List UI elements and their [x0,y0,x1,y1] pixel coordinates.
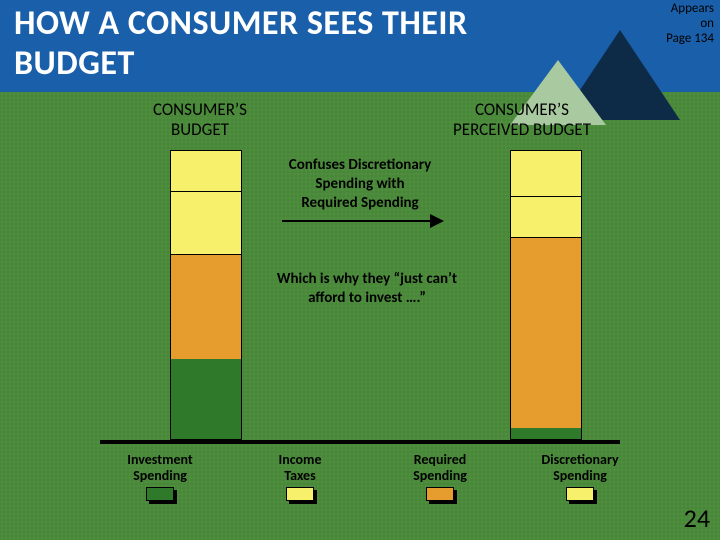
legend-item-required: RequiredSpending [375,452,505,512]
slide: HOW A CONSUMER SEES THEIR BUDGET Appears… [0,0,720,540]
appears-line1: Appears [644,2,714,17]
right-bar-segment-investment [510,428,582,440]
left-bar-segment-required [170,254,242,358]
legend-label: DiscretionarySpending [515,452,645,484]
appears-line3: Page 134 [644,32,714,47]
page-title: HOW A CONSUMER SEES THEIR BUDGET [14,4,574,84]
left-bar-segment-investment [170,359,242,440]
legend-swatch-taxes [286,487,314,501]
right-bar-segment-discretionary [510,150,582,196]
page-number: 24 [684,502,710,534]
legend-label: InvestmentSpending [95,452,225,484]
legend-swatch-required [426,487,454,501]
legend: InvestmentSpending IncomeTaxes RequiredSpe… [90,452,650,512]
chart-baseline [100,440,620,444]
arrow-icon [282,220,442,222]
note-confuses: Confuses DiscretionarySpending withRequi… [252,156,468,212]
left-bar-segment-taxes [170,191,242,255]
legend-swatch-discretionary [566,487,594,501]
left-column-label: CONSUMER’SBUDGET [110,100,290,141]
left-bar-segment-discretionary [170,150,242,191]
legend-item-investment: InvestmentSpending [95,452,225,512]
right-column-label: CONSUMER’SPERCEIVED BUDGET [412,100,632,141]
right-bar-segment-required [510,237,582,428]
note-afford: Which is why they “just can’tafford to i… [252,270,482,308]
appears-on-page: Appears on Page 134 [644,2,714,47]
legend-label: RequiredSpending [375,452,505,484]
legend-label: IncomeTaxes [235,452,365,484]
right-bar-segment-taxes [510,196,582,237]
legend-item-taxes: IncomeTaxes [235,452,365,512]
appears-line2: on [644,17,714,32]
legend-item-discretionary: DiscretionarySpending [515,452,645,512]
legend-swatch-investment [146,487,174,501]
